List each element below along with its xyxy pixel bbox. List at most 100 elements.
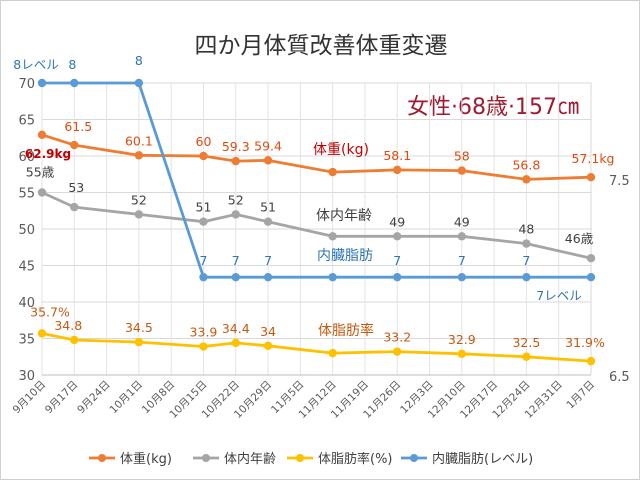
data-point [231,338,240,348]
x-tick-label: 9月24日 [75,379,113,417]
data-point [70,202,79,212]
x-tick-label: 9月17日 [43,379,81,417]
data-point [393,272,402,282]
data-label: 7 [232,253,240,268]
chart-title: 四か月体質改善体重変遷 [195,33,448,59]
legend-label: 体脂肪率(%) [318,451,393,467]
data-point [457,272,467,282]
y-tick-label: 50 [18,223,35,238]
data-label: 7 [264,253,272,268]
data-point [263,272,273,282]
data-point [37,130,47,140]
data-label: 58 [454,149,470,164]
x-tick-label: 10月1日 [107,379,145,417]
data-point [328,272,337,282]
data-label: 33.2 [383,330,411,345]
legend-label: 内臓脂肪(レベル) [432,451,533,467]
data-label: 34.8 [54,318,82,333]
data-point [522,175,531,184]
y-tick-label: 30 [18,369,35,384]
legend-marker [410,454,418,462]
data-label: 8 [68,57,76,72]
right-axis-label: 6.5 [609,370,630,385]
data-label: 51 [260,200,276,215]
legend-marker [202,454,210,462]
data-label: 34.4 [222,321,250,336]
data-point [457,166,467,175]
series-annotation: 内臓脂肪 [317,248,373,264]
data-point [134,151,144,160]
data-label: 62.9kg [25,147,71,161]
data-label: 7 [199,253,207,268]
data-point [328,232,337,241]
data-label: 8 [135,53,143,68]
y-tick-label: 40 [18,296,35,311]
data-point [586,356,596,366]
data-label: 7レベル [536,288,581,303]
data-label: 31.9% [565,335,605,350]
data-point [263,217,273,226]
data-label: 57.1kg [571,151,614,166]
data-point [134,210,144,219]
chart-subtitle: 女性·68歳·157㎝ [407,95,579,120]
data-point [231,210,240,219]
data-label: 35.7% [30,304,70,319]
data-label-layer: 62.9kg 61.5 60.1 60 59.3 59.4 58.1 58 56.8 57.1kg… [13,53,614,350]
data-point [37,329,47,338]
data-label: 7 [393,253,401,268]
data-label: 8レベル [13,57,58,72]
data-point [457,232,467,241]
data-point [522,239,531,248]
legend-label: 体内年齢 [224,451,276,467]
data-point [522,272,531,282]
data-label: 32.9 [448,332,476,347]
right-axis-label: 7.5 [609,174,630,189]
data-point [199,342,208,351]
data-point [522,352,531,361]
data-label: 34.5 [125,320,153,335]
data-point [263,156,273,165]
data-point [328,167,337,177]
y-tick-label: 70 [18,77,35,92]
series-annotation: 体脂肪率 [318,322,374,339]
legend: 体重(kg) 体内年齢 体脂肪率(%) 内臓脂肪(レベル) [89,451,533,467]
data-point [231,272,240,282]
y-tick-label: 45 [18,260,35,275]
series-annotation: 体内年齢 [316,208,372,224]
data-point [70,335,79,345]
data-label: 32.5 [512,335,540,350]
data-label: 60 [196,134,212,149]
data-point [37,188,47,197]
data-label: 7 [522,253,530,268]
y-tick-label: 60 [18,150,35,165]
data-point [393,232,402,241]
data-point [393,165,402,175]
data-label: 46歳 [565,231,594,246]
data-label: 56.8 [512,157,540,172]
data-label: 52 [131,192,147,207]
data-point [134,337,144,347]
data-point [199,272,208,282]
y-tick-label: 55 [18,187,35,202]
data-label: 52 [228,192,244,207]
data-point [457,349,467,359]
data-label: 33.9 [190,325,218,340]
data-label: 61.5 [64,119,92,134]
series-layer [37,78,596,366]
x-tick-label: 9月10日 [11,379,49,417]
data-point [70,78,79,88]
series-annotation: 体重(kg) [313,142,369,158]
data-label: 51 [196,200,212,215]
data-point [134,78,144,88]
legend-label: 体重(kg) [120,451,172,467]
data-point [586,172,596,182]
data-point [70,140,79,150]
data-label: 53 [68,180,84,195]
data-label: 59.3 [222,139,250,154]
data-point [231,156,240,166]
data-label: 58.1 [383,148,411,163]
data-point [37,78,47,88]
data-label: 34 [260,324,276,339]
